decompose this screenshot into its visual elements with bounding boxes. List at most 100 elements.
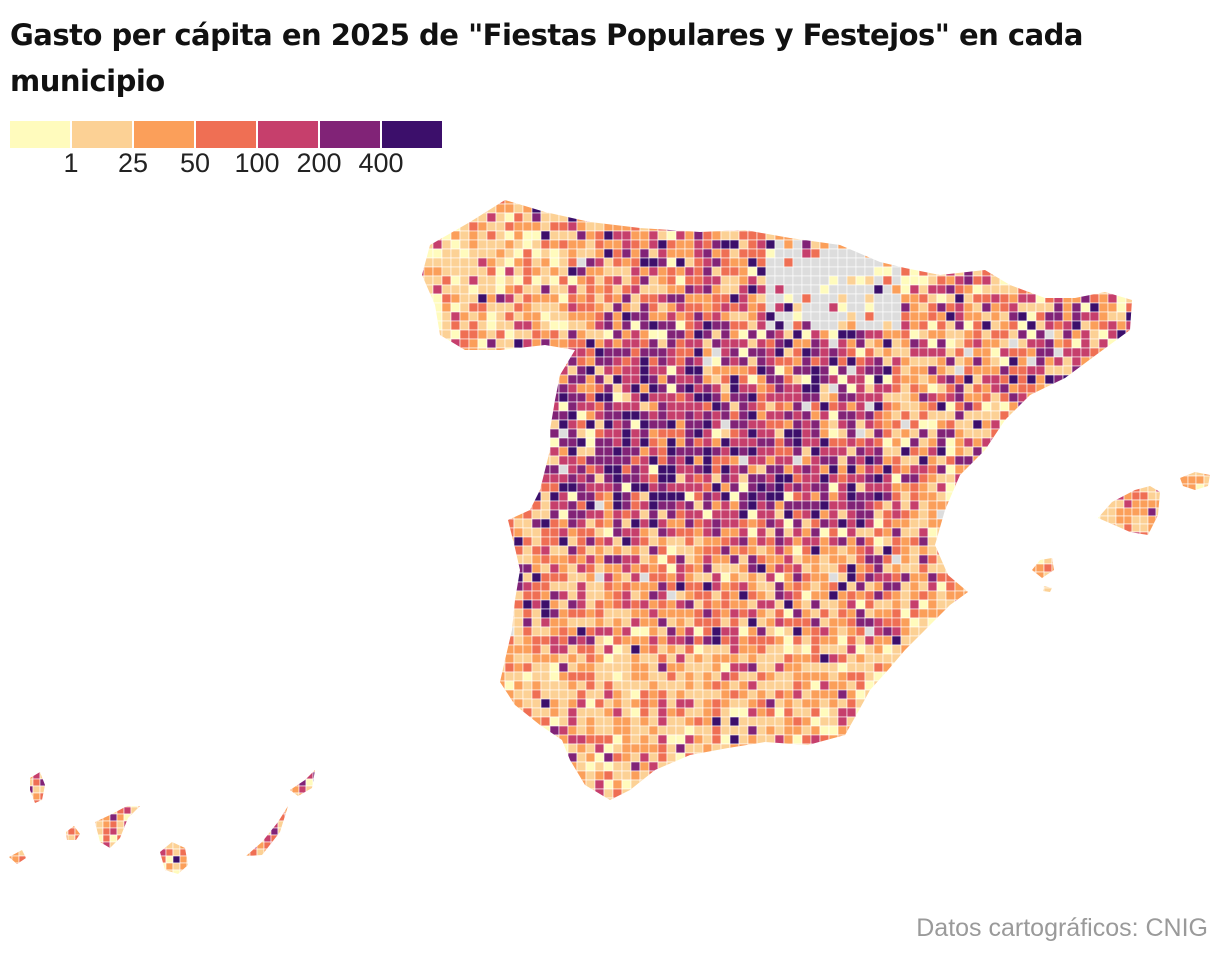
municipality-cell — [891, 284, 902, 295]
municipality-cell — [504, 689, 515, 700]
municipality-cell — [603, 203, 614, 214]
municipality-cell — [603, 653, 614, 664]
municipality-cell — [900, 365, 911, 376]
municipality-cell — [774, 707, 785, 718]
municipality-cell — [873, 599, 884, 610]
municipality-cell — [540, 410, 551, 421]
municipality-cell — [855, 230, 866, 241]
municipality-cell — [891, 383, 902, 394]
municipality-cell — [819, 698, 830, 709]
municipality-cell — [999, 347, 1010, 358]
municipality-cell — [864, 608, 875, 619]
municipality-cell — [774, 239, 785, 250]
municipality-cell — [882, 698, 893, 709]
municipality-cell — [1008, 725, 1019, 736]
municipality-cell — [963, 365, 974, 376]
municipality-cell — [900, 347, 911, 358]
municipality-cell — [684, 275, 695, 286]
municipality-cell — [765, 734, 776, 745]
municipality-cell — [711, 266, 722, 277]
municipality-cell — [594, 572, 605, 583]
municipality-cell — [1089, 626, 1100, 637]
municipality-cell — [486, 464, 497, 475]
municipality-cell — [1116, 545, 1127, 556]
municipality-cell — [594, 671, 605, 682]
municipality-cell — [999, 500, 1010, 511]
municipality-cell — [909, 347, 920, 358]
municipality-cell — [621, 293, 632, 304]
municipality-cell — [792, 374, 803, 385]
municipality-cell — [522, 464, 533, 475]
municipality-cell — [882, 662, 893, 673]
municipality-cell — [774, 365, 785, 376]
municipality-cell — [747, 230, 758, 241]
municipality-cell — [630, 200, 641, 205]
municipality-cell — [927, 329, 938, 340]
municipality-cell — [810, 698, 821, 709]
municipality-cell — [576, 356, 587, 367]
municipality-cell — [864, 401, 875, 412]
municipality-cell — [486, 554, 497, 565]
municipality-cell — [585, 698, 596, 709]
municipality-cell — [585, 590, 596, 601]
municipality-cell — [855, 200, 866, 205]
municipality-cell — [927, 734, 938, 745]
municipality-cell — [909, 266, 920, 277]
municipality-cell — [918, 266, 929, 277]
municipality-cell — [648, 572, 659, 583]
municipality-cell — [423, 239, 434, 250]
municipality-cell — [504, 716, 515, 727]
municipality-cell — [855, 635, 866, 646]
municipality-cell — [1098, 590, 1109, 601]
municipality-cell — [495, 545, 506, 556]
municipality-cell — [576, 473, 587, 484]
municipality-cell — [423, 200, 434, 205]
municipality-cell — [657, 527, 668, 538]
municipality-cell — [450, 689, 461, 700]
municipality-cell — [954, 545, 965, 556]
municipality-cell — [1089, 536, 1100, 547]
municipality-cell — [576, 257, 587, 268]
municipality-cell — [648, 599, 659, 610]
municipality-cell — [675, 473, 686, 484]
municipality-cell — [873, 545, 884, 556]
municipality-cell — [774, 329, 785, 340]
municipality-cell — [630, 446, 641, 457]
municipality-cell — [1071, 473, 1082, 484]
municipality-cell — [422, 572, 425, 583]
municipality-cell — [1125, 572, 1132, 583]
municipality-cell — [540, 221, 551, 232]
municipality-cell — [1135, 465, 1144, 474]
municipality-cell — [1026, 671, 1037, 682]
municipality-cell — [927, 248, 938, 259]
municipality-cell — [801, 491, 812, 502]
municipality-cell — [891, 482, 902, 493]
municipality-cell — [621, 302, 632, 313]
municipality-cell — [972, 248, 983, 259]
municipality-cell — [549, 662, 560, 673]
municipality-cell — [477, 356, 488, 367]
municipality-cell — [513, 536, 524, 547]
municipality-cell — [630, 257, 641, 268]
municipality-cell — [846, 554, 857, 565]
municipality-cell — [729, 671, 740, 682]
municipality-cell — [576, 671, 587, 682]
municipality-cell — [1125, 635, 1132, 646]
municipality-cell — [954, 320, 965, 331]
municipality-cell — [675, 482, 686, 493]
municipality-cell — [891, 635, 902, 646]
municipality-cell — [657, 239, 668, 250]
municipality-cell — [540, 509, 551, 520]
municipality-cell — [828, 734, 839, 745]
municipality-cell — [558, 509, 569, 520]
municipality-cell — [450, 545, 461, 556]
municipality-cell — [558, 554, 569, 565]
municipality-cell — [927, 320, 938, 331]
municipality-cell — [441, 311, 452, 322]
municipality-cell — [945, 491, 956, 502]
municipality-cell — [1080, 626, 1091, 637]
municipality-cell — [450, 491, 461, 502]
municipality-cell — [1135, 429, 1144, 438]
municipality-cell — [954, 590, 965, 601]
municipality-cell — [837, 329, 848, 340]
